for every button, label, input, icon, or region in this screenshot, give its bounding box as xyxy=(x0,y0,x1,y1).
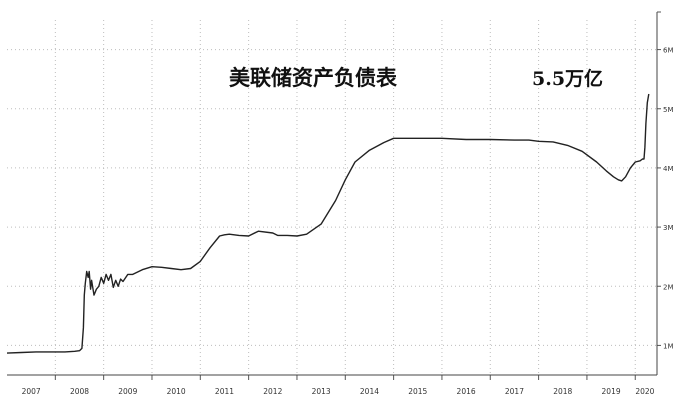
x-tick-label: 2007 xyxy=(22,387,41,396)
y-tick-label: 2M xyxy=(663,283,674,291)
y-tick-label: 6M xyxy=(663,47,674,55)
chart-title: 美联储资产负债表 xyxy=(229,65,397,90)
x-tick-label: 2017 xyxy=(505,387,524,396)
x-tick-label: 2012 xyxy=(263,387,282,396)
x-tick-label: 2014 xyxy=(360,387,379,396)
x-tick-label: 2020 xyxy=(635,387,654,396)
series-line-layer xyxy=(6,93,650,354)
y-tick-label: 4M xyxy=(663,165,674,173)
x-tick-label: 2015 xyxy=(408,387,427,396)
y-tick-labels: 1M 2M 3M 4M 5M 6M xyxy=(663,47,674,351)
x-tick-label: 2010 xyxy=(167,387,186,396)
y-tick-label: 1M xyxy=(663,342,674,350)
x-tick-label: 2008 xyxy=(70,387,89,396)
x-tick-labels: 2007 2008 2009 2010 2011 2012 2013 2014 2015 2016… xyxy=(22,387,655,396)
x-tick-label: 2013 xyxy=(312,387,331,396)
axes xyxy=(7,11,661,380)
x-tick-label: 2018 xyxy=(553,387,572,396)
x-tick-label: 2019 xyxy=(602,387,621,396)
chart-annotation: 5.5万亿 xyxy=(532,68,604,90)
y-tick-label: 3M xyxy=(663,224,674,232)
x-tick-label: 2011 xyxy=(215,387,234,396)
y-tick-label: 5M xyxy=(663,106,674,114)
x-tick-label: 2016 xyxy=(457,387,476,396)
grid-lines xyxy=(7,20,657,375)
x-tick-label: 2009 xyxy=(118,387,137,396)
series-line xyxy=(6,93,650,354)
